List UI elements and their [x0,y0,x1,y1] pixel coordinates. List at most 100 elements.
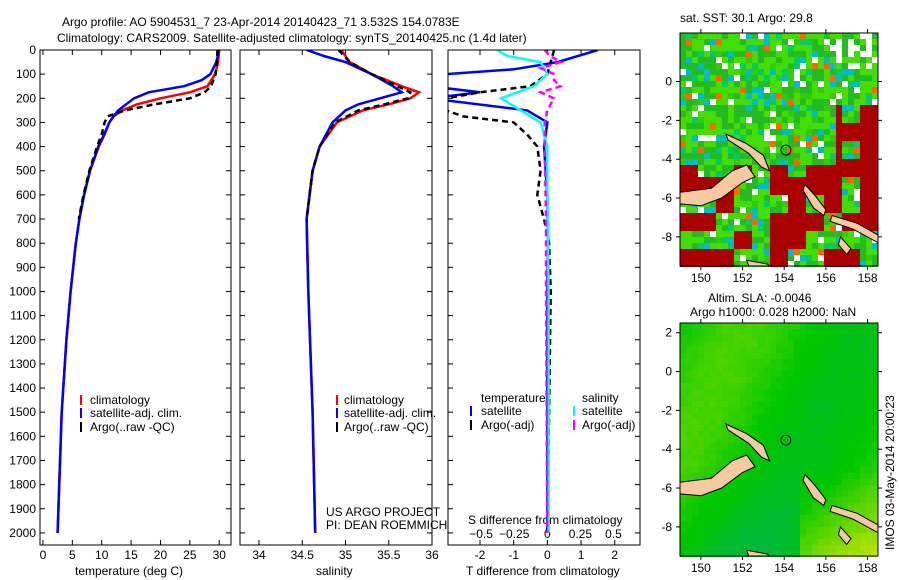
map-cell [716,437,722,443]
map-cell [842,177,848,183]
map-cell [812,51,818,57]
map-cell [836,123,842,129]
map-cell [710,353,716,359]
map-cell [770,171,776,177]
map-cell [704,105,710,111]
map-cell [842,437,848,443]
map-cell [722,225,728,231]
y-tick-label: 800 [16,236,36,250]
map-cell [800,377,806,383]
map-cell [788,503,794,509]
map-cell [776,533,782,539]
map-cell [812,105,818,111]
map-cell [812,81,818,87]
map-cell [860,341,866,347]
map-cell [812,347,818,353]
map-cell [716,231,722,237]
map-cell [848,437,854,443]
map-cell [860,377,866,383]
map-cell [842,359,848,365]
map-cell [686,75,692,81]
map-cell [776,225,782,231]
map-cell [860,395,866,401]
map-cell [812,449,818,455]
legend-swatch-argo [80,422,82,432]
map-cell [704,515,710,521]
map-cell [758,141,764,147]
map-cell [782,419,788,425]
map-cell [770,395,776,401]
map-cell [692,503,698,509]
map-cell [830,153,836,159]
map-cell [818,527,824,533]
map-cell [710,551,716,557]
map-cell [806,365,812,371]
map-cell [752,123,758,129]
map-cell [746,413,752,419]
map-cell [800,515,806,521]
map-cell [872,515,878,521]
map-cell [788,93,794,99]
map-cell [836,249,842,255]
map-cell [806,515,812,521]
map-cell [740,183,746,189]
map-cell [758,515,764,521]
map-cell [698,437,704,443]
map-cell [842,45,848,51]
map-cell [734,353,740,359]
map-cell [824,75,830,81]
map-cell [680,431,686,437]
map-cell [872,153,878,159]
map-cell [704,443,710,449]
map-cell [806,503,812,509]
map-cell [680,117,686,123]
map-cell [836,105,842,111]
legend-label: climatology [90,393,150,407]
map-cell [860,473,866,479]
map-cell [788,473,794,479]
map-cell [770,485,776,491]
map-cell [830,135,836,141]
map-cell [734,347,740,353]
map-cell [746,497,752,503]
map-cell [848,431,854,437]
map-cell [716,377,722,383]
map-cell [800,201,806,207]
map-cell [836,347,842,353]
map-cell [860,189,866,195]
map-cell [788,81,794,87]
map-cell [764,231,770,237]
map-cell [818,147,824,153]
map-cell [758,341,764,347]
map-cell [818,219,824,225]
map-cell [872,165,878,171]
map-cell [788,521,794,527]
map-cell [836,189,842,195]
map-cell [800,551,806,557]
map-cell [770,437,776,443]
map-cell [680,335,686,341]
map-cell [698,545,704,551]
map-cell [770,461,776,467]
map-cell [752,87,758,93]
map-cell [848,75,854,81]
map-cell [794,545,800,551]
map-cell [830,551,836,557]
map-cell [686,111,692,117]
map-cell [686,129,692,135]
map-cell [752,165,758,171]
map-cell [722,39,728,45]
map-cell [716,353,722,359]
map-cell [782,237,788,243]
map-cell [680,177,686,183]
legend-title-temperature: temperature [481,391,546,405]
x-axis-label-t-difference: T difference from climatology [466,564,620,578]
map-cell [692,225,698,231]
map-cell [836,515,842,521]
map-cell [770,503,776,509]
map-cell [686,99,692,105]
map-cell [806,527,812,533]
map-cell [770,201,776,207]
map-cell [680,371,686,377]
map-cell [686,545,692,551]
